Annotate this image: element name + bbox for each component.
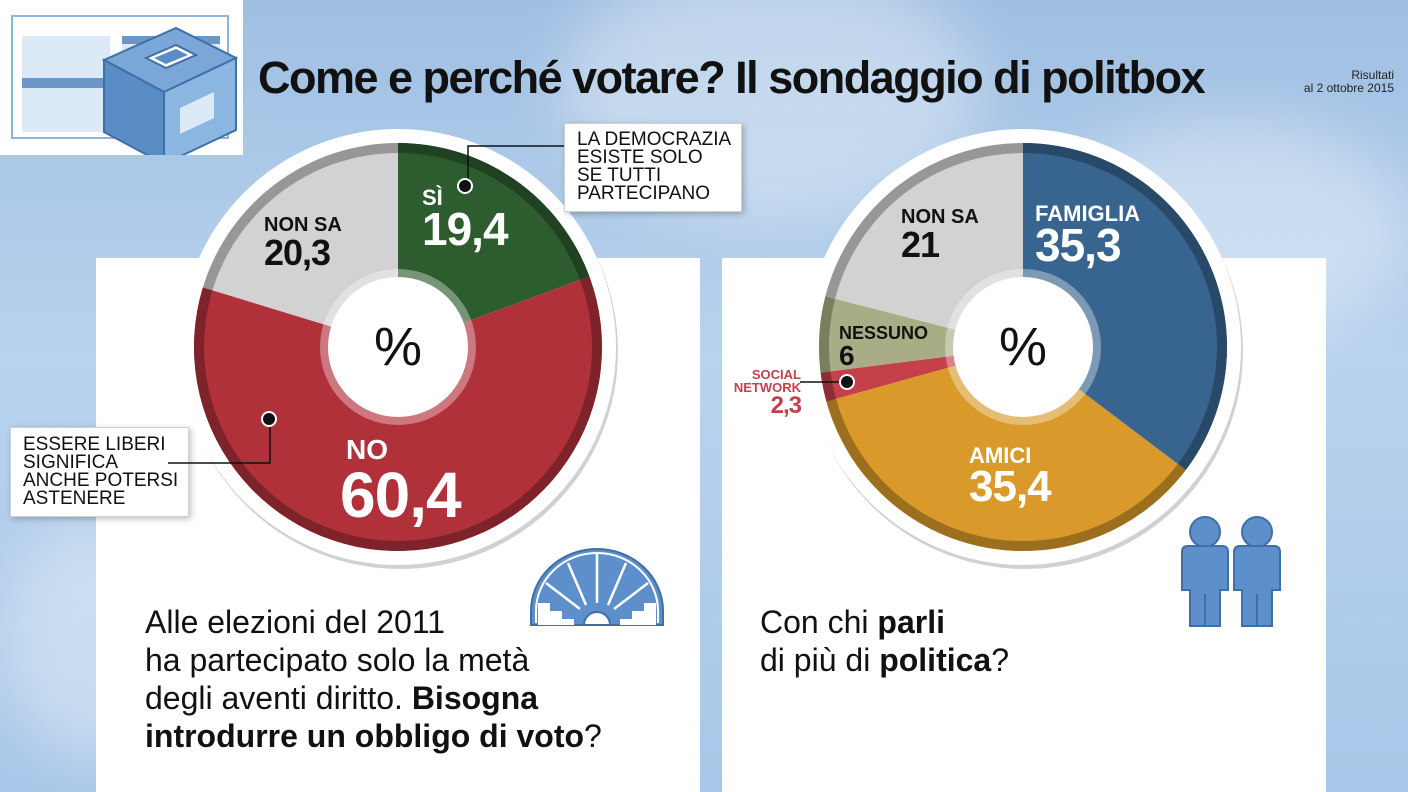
pie-center: [328, 277, 468, 417]
question-left-text: ?: [584, 718, 602, 754]
slice-label-amici: AMICI: [969, 443, 1031, 468]
slice-value-famiglia: 35,3: [1035, 219, 1121, 271]
leader-line-yes: [464, 145, 564, 187]
pie-center-label: %: [999, 317, 1047, 377]
parliament-icon: [530, 548, 664, 626]
question-left: Alle elezioni del 2011 ha partecipato so…: [145, 603, 602, 755]
slice-value-non-sa: 21: [901, 224, 940, 265]
question-left-line: introdurre un obbligo di voto?: [145, 717, 602, 755]
question-right-bold: politica: [879, 642, 992, 678]
slice-label-social-network: SOCIAL NETWORK: [734, 367, 802, 395]
pie-center-label: %: [374, 317, 422, 377]
slice-value-amici: 35,4: [969, 462, 1052, 511]
question-right-text: Con chi: [760, 604, 878, 640]
question-right-line: di più di politica?: [760, 641, 1009, 679]
callout-yes-line: PARTECIPANO: [577, 183, 711, 204]
pie-slice-rim-non-sa: [825, 143, 1023, 299]
slice-value-non-sa: 20,3: [264, 232, 330, 273]
callout-yes-line: LA DEMOCRAZIA: [577, 129, 732, 150]
question-left-line: ha partecipato solo la metà: [145, 642, 530, 678]
pie-slice-rim-amici: [826, 398, 1186, 551]
slice-label-no: NO: [346, 434, 388, 465]
date-note-line2: al 2 ottobre 2015: [1303, 81, 1394, 95]
callout-no: ESSERE LIBERI SIGNIFICA ANCHE POTERSI AS…: [10, 427, 190, 517]
question-left-bold: introdurre un obbligo di voto: [145, 718, 585, 754]
pie-slice-rim-s: [398, 143, 590, 280]
logo-box: [0, 0, 243, 166]
slice-label-non-sa: NON SA: [901, 206, 979, 228]
slice-label-nessuno: NESSUNO: [839, 323, 928, 343]
question-right: Con chi parli di più di politica?: [760, 603, 1009, 679]
callout-no-line: ASTENERE: [23, 488, 126, 509]
question-left-bold: Bisogna: [411, 680, 539, 716]
question-left-line: Alle elezioni del 2011: [145, 604, 446, 640]
callout-yes-line: ESISTE SOLO: [577, 147, 703, 168]
question-left-text: degli aventi diritto.: [145, 680, 412, 716]
leader-dot-social: [839, 374, 855, 390]
pie-slice-amici: [826, 347, 1186, 551]
pie-slice-rim-famiglia: [1023, 143, 1227, 470]
callout-no-line: SIGNIFICA: [23, 452, 119, 473]
date-note-line1: Risultati: [1351, 68, 1394, 82]
ballot-box-icon: [11, 15, 239, 166]
pie-slice-rim-social-network: [820, 371, 837, 402]
pie-center: [953, 277, 1093, 417]
callout-yes: LA DEMOCRAZIA ESISTE SOLO SE TUTTI PARTE…: [564, 123, 743, 212]
question-right-text: ?: [991, 642, 1009, 678]
leader-line-no: [168, 420, 271, 464]
pie-slice-non-sa: [202, 143, 398, 347]
pie-slice-rim-nessuno: [819, 296, 836, 373]
pie-slice-rim-non-sa: [202, 143, 398, 291]
slice-label-non-sa: NON SA: [264, 214, 342, 236]
callout-yes-line: SE TUTTI: [577, 165, 662, 186]
page-title: Come e perché votare? Il sondaggio di po…: [258, 52, 1206, 103]
slice-value-nessuno: 6: [839, 340, 854, 371]
question-right-bold: parli: [877, 604, 945, 640]
slice-label-s: SÌ: [422, 185, 443, 210]
slice-value-no: 60,4: [340, 459, 462, 531]
callout-no-line: ESSERE LIBERI: [23, 434, 166, 455]
slice-value-social-network: 2,3: [771, 392, 802, 419]
leader-dot-no: [261, 411, 277, 427]
question-right-text: di più di: [760, 642, 880, 678]
two-people-icon: [1181, 516, 1281, 627]
leader-dot-yes: [457, 178, 473, 194]
slice-label-famiglia: FAMIGLIA: [1035, 201, 1140, 226]
pie-slice-nessuno: [819, 296, 1023, 373]
callout-no-line: ANCHE POTERSI: [23, 470, 179, 491]
slice-value-s: 19,4: [422, 203, 509, 255]
question-left-line: degli aventi diritto. Bisogna: [145, 679, 602, 717]
date-note: Risultati al 2 ottobre 2015: [1304, 69, 1394, 95]
question-right-line: Con chi parli: [760, 603, 1009, 641]
pie-slice-non-sa: [825, 143, 1023, 347]
